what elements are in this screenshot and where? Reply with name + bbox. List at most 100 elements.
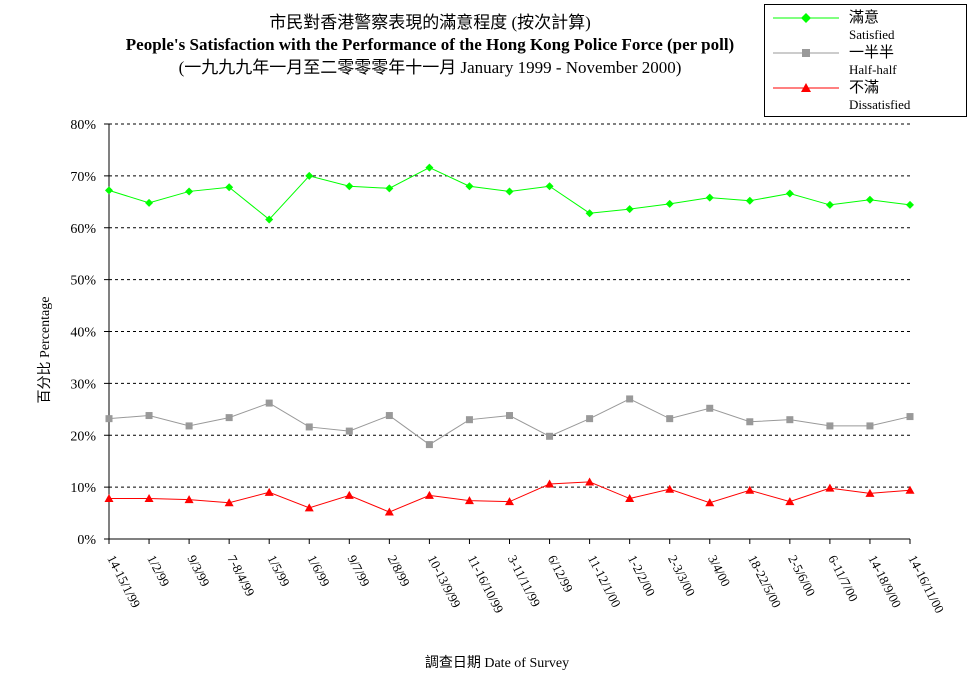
x-tick-label: 6/12/99 bbox=[545, 553, 576, 595]
data-point bbox=[144, 494, 154, 503]
series-satisfied bbox=[105, 163, 914, 224]
data-point bbox=[705, 193, 714, 202]
data-point bbox=[625, 205, 634, 214]
x-tick-label: 1/5/99 bbox=[265, 553, 293, 589]
x-tick-label: 11-16/10/99 bbox=[465, 553, 507, 616]
y-tick-label: 30% bbox=[70, 377, 96, 392]
data-point bbox=[905, 485, 915, 494]
data-point bbox=[264, 487, 274, 496]
data-point bbox=[105, 186, 113, 195]
data-point bbox=[825, 483, 835, 492]
data-point bbox=[746, 418, 754, 426]
data-point bbox=[825, 200, 834, 209]
data-point bbox=[505, 187, 514, 196]
data-point bbox=[906, 200, 914, 209]
data-point bbox=[145, 412, 153, 420]
grid-lines bbox=[109, 123, 910, 488]
legend-label-en: Half-half bbox=[849, 62, 897, 77]
series-group bbox=[104, 163, 915, 516]
data-point bbox=[385, 184, 394, 193]
x-tick-label: 9/7/99 bbox=[345, 553, 373, 589]
data-point bbox=[626, 395, 634, 403]
legend-label-en: Satisfied bbox=[849, 27, 895, 42]
x-tick-label: 2-5/6/00 bbox=[785, 553, 818, 599]
x-tick-label: 2/8/99 bbox=[385, 553, 413, 589]
x-tick-label: 3/4/00 bbox=[705, 553, 733, 589]
data-point bbox=[305, 423, 313, 431]
legend-swatch-half-half bbox=[773, 49, 839, 57]
data-point bbox=[464, 496, 474, 505]
x-tick-label: 14-16/11/00 bbox=[905, 553, 947, 616]
data-point bbox=[345, 427, 353, 435]
series-half-half bbox=[105, 395, 914, 449]
legend-item-dissatisfied: 不滿 Dissatisfied bbox=[765, 79, 965, 115]
data-point bbox=[506, 412, 513, 420]
data-point bbox=[465, 182, 474, 191]
legend-swatch-dissatisfied bbox=[773, 83, 839, 92]
data-point bbox=[545, 182, 554, 191]
data-point bbox=[625, 494, 635, 503]
data-point bbox=[305, 171, 314, 180]
x-tick-label: 1-2/2/00 bbox=[625, 553, 658, 599]
x-tick-label: 18-22/5/00 bbox=[745, 553, 784, 611]
data-point bbox=[585, 477, 595, 486]
x-tick-label: 3-11/11/99 bbox=[505, 553, 544, 610]
data-point bbox=[505, 497, 514, 506]
data-point bbox=[705, 498, 715, 507]
legend-label-zh: 滿意 bbox=[849, 10, 880, 26]
legend-item-half-half: 一半半 Half-half bbox=[765, 44, 965, 80]
x-tick-labels: 14-15/1/99 1/2/99 9/3/99 7-8/4/99 1/5/99 1/6/… bbox=[104, 539, 947, 616]
data-point bbox=[344, 490, 354, 499]
data-point bbox=[666, 415, 674, 423]
data-point bbox=[706, 404, 714, 412]
x-tick-label: 10-13/9/99 bbox=[425, 553, 464, 611]
data-point bbox=[185, 422, 193, 430]
legend: 滿意 Satisfied 一半半 Half-half 不滿 Dissatisfi… bbox=[764, 4, 967, 117]
y-tick-label: 10% bbox=[70, 481, 96, 496]
x-tick-label: 14-15/1/99 bbox=[104, 553, 143, 611]
data-point bbox=[145, 198, 154, 207]
data-point bbox=[425, 441, 433, 449]
data-point bbox=[304, 503, 314, 512]
legend-label-zh: 不滿 bbox=[849, 80, 880, 96]
data-point bbox=[906, 413, 914, 421]
legend-label-zh: 一半半 bbox=[849, 45, 895, 61]
data-point bbox=[265, 215, 274, 224]
data-point bbox=[785, 189, 794, 198]
data-point bbox=[104, 494, 114, 503]
data-point bbox=[665, 199, 674, 208]
data-point bbox=[866, 422, 874, 430]
series-line bbox=[109, 481, 911, 513]
data-point bbox=[546, 432, 554, 440]
data-point bbox=[826, 422, 834, 430]
legend-label-en: Dissatisfied bbox=[849, 97, 911, 112]
x-tick-label: 7-8/4/99 bbox=[224, 553, 257, 599]
data-point bbox=[224, 498, 234, 507]
y-axis-title: 百分比 Percentage bbox=[37, 297, 53, 404]
data-point bbox=[585, 209, 594, 218]
x-tick-label: 1/2/99 bbox=[144, 553, 172, 589]
data-point bbox=[345, 182, 354, 191]
data-point bbox=[785, 497, 795, 506]
y-tick-label: 20% bbox=[70, 429, 96, 444]
x-tick-label: 9/3/99 bbox=[184, 553, 212, 589]
data-point bbox=[265, 399, 273, 407]
data-point bbox=[225, 414, 233, 422]
data-point bbox=[225, 183, 234, 192]
x-tick-label: 11-12/1/00 bbox=[585, 553, 624, 610]
y-tick-label: 70% bbox=[70, 170, 96, 185]
data-point bbox=[185, 187, 194, 196]
chart-subtitle-range: (一九九九年一月至二零零零年十一月 January 1999 - Novembe… bbox=[178, 58, 682, 77]
y-tick-label: 80% bbox=[70, 118, 96, 133]
y-tick-label: 50% bbox=[70, 274, 96, 289]
data-point bbox=[424, 490, 434, 499]
x-tick-label: 2-3/3/00 bbox=[665, 553, 698, 599]
chart-title-chinese: 市民對香港警察表現的滿意程度 (按次計算) bbox=[269, 13, 591, 32]
data-point bbox=[865, 488, 875, 497]
x-tick-label: 1/6/99 bbox=[305, 553, 333, 589]
legend-swatch-satisfied bbox=[773, 13, 839, 23]
data-point bbox=[385, 412, 393, 420]
data-point bbox=[384, 507, 394, 516]
data-point bbox=[865, 195, 874, 204]
data-point bbox=[745, 196, 754, 205]
